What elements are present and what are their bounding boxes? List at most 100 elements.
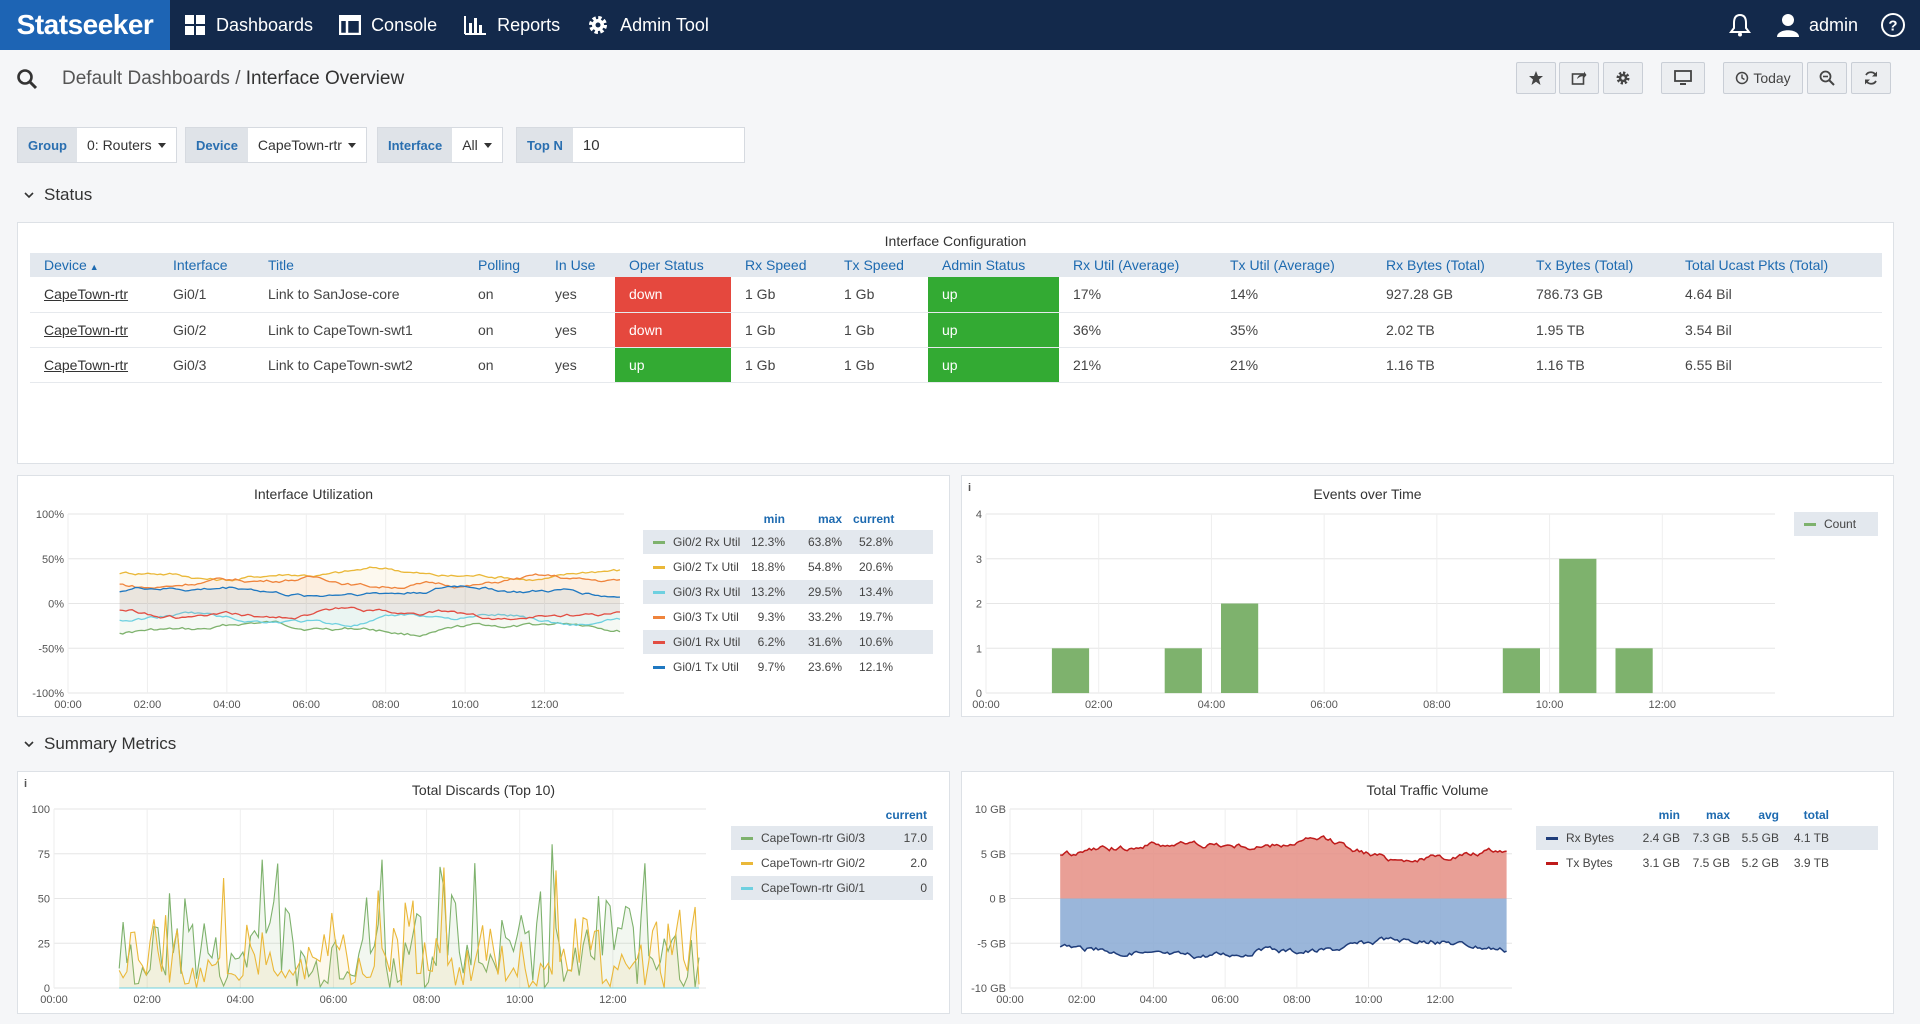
series-area-gi0-1-rx-util — [119, 603, 620, 620]
bar-count[interactable] — [1502, 648, 1540, 694]
cell-device[interactable]: CapeTown-rtr — [30, 277, 159, 313]
column-header-polling[interactable]: Polling — [464, 253, 541, 277]
group-filter-label: Group — [18, 128, 77, 162]
help-icon[interactable]: ? — [1880, 12, 1906, 38]
nav-dashboards[interactable]: Dashboards — [184, 14, 313, 36]
legend-item-capetown-rtr-gi0-3[interactable]: CapeTown-rtr Gi0/3 17.0 — [731, 826, 933, 850]
legend-item-gi0-1-rx-util[interactable]: Gi0/1 Rx Util 6.2% 31.6% 10.6% — [643, 630, 933, 654]
events-legend-label: Count — [1824, 517, 1857, 531]
nav-console[interactable]: Console — [339, 15, 437, 36]
legend-header-max[interactable]: max — [817, 512, 842, 526]
legend-item-gi0-2-rx-util[interactable]: Gi0/2 Rx Util 12.3% 63.8% 52.8% — [643, 530, 933, 554]
x-tick-label: 00:00 — [40, 994, 68, 1006]
series-line-capetown-rtr-gi0-3 — [118, 844, 700, 990]
group-value: 0: Routers — [87, 137, 152, 153]
bar-count[interactable] — [1615, 648, 1653, 694]
bar-count[interactable] — [1559, 558, 1597, 694]
legend-item-gi0-1-tx-util[interactable]: Gi0/1 Tx Util 9.7% 23.6% 12.1% — [643, 655, 933, 679]
column-header-interface[interactable]: Interface — [159, 253, 254, 277]
nav-dashboards-label: Dashboards — [216, 14, 314, 35]
column-header-tx-speed[interactable]: Tx Speed — [830, 253, 928, 277]
cell-rx-util-average: 36% — [1059, 312, 1216, 348]
column-header-rx-bytes-total[interactable]: Rx Bytes (Total) — [1372, 253, 1522, 277]
column-header-rx-util-average[interactable]: Rx Util (Average) — [1059, 253, 1216, 277]
status-section-header[interactable]: Status — [24, 185, 92, 205]
events-over-time-chart[interactable]: 4 3 2 1 000:00 02:00 04:00 06:00 08:00 10:00 12:00 — [962, 496, 1792, 716]
column-header-tx-util-average[interactable]: Tx Util (Average) — [1216, 253, 1372, 277]
interface-configuration-title: Interface Configuration — [884, 233, 1027, 249]
column-header-label: Polling — [478, 257, 521, 273]
info-icon[interactable]: i — [968, 482, 972, 494]
column-header-total-ucast-pkts-total[interactable]: Total Ucast Pkts (Total) — [1671, 253, 1882, 277]
column-header-title[interactable]: Title — [254, 253, 464, 277]
legend-total: 4.1 TB — [1793, 831, 1829, 845]
total-traffic-volume-title: Total Traffic Volume — [1366, 782, 1489, 798]
column-header-tx-bytes-total[interactable]: Tx Bytes (Total) — [1522, 253, 1671, 277]
bell-icon[interactable] — [1728, 13, 1751, 37]
bar-count[interactable] — [1051, 648, 1090, 694]
interface-select[interactable]: All — [452, 128, 502, 162]
x-tick-label: 10:00 — [1536, 699, 1564, 711]
x-tick-label: 12:00 — [531, 699, 559, 711]
legend-header-avg[interactable]: avg — [1758, 808, 1779, 822]
nav-reports[interactable]: Reports — [463, 15, 560, 36]
interface-configuration-panel: Interface Configuration Device ▲ Interface… — [17, 222, 1894, 464]
legend-min: 2.4 GB — [1642, 831, 1680, 845]
interface-filter[interactable]: Interface All — [377, 127, 503, 163]
share-button[interactable] — [1559, 62, 1599, 94]
group-select[interactable]: 0: Routers — [77, 128, 176, 162]
y-tick-label: 2 — [976, 599, 982, 611]
time-range-button[interactable]: Today — [1723, 62, 1803, 94]
legend-header-current[interactable]: current — [885, 808, 927, 822]
user-menu[interactable]: admin — [1776, 13, 1858, 37]
nav-admin-tool[interactable]: Admin Tool — [586, 13, 709, 37]
legend-item-gi0-3-tx-util[interactable]: Gi0/3 Tx Util 9.3% 33.2% 19.7% — [643, 605, 933, 629]
legend-header-min[interactable]: min — [1658, 808, 1680, 822]
favorite-button[interactable] — [1516, 62, 1556, 94]
tv-mode-button[interactable] — [1661, 62, 1705, 94]
topn-input[interactable]: 10 — [582, 136, 600, 154]
column-header-oper-status[interactable]: Oper Status — [615, 253, 731, 277]
legend-header-total[interactable]: total — [1803, 808, 1829, 822]
column-header-admin-status[interactable]: Admin Status — [928, 253, 1059, 277]
group-filter[interactable]: Group 0: Routers — [17, 127, 177, 163]
user-icon — [1776, 14, 1799, 37]
legend-item-rx-bytes[interactable]: Rx Bytes 2.4 GB 7.3 GB 5.5 GB 4.1 TB — [1536, 826, 1878, 850]
legend-item-capetown-rtr-gi0-1[interactable]: CapeTown-rtr Gi0/1 0 — [731, 876, 933, 900]
device-value: CapeTown-rtr — [257, 137, 342, 153]
cell-device[interactable]: CapeTown-rtr — [30, 347, 159, 383]
legend-header-max[interactable]: max — [1705, 808, 1730, 822]
y-tick-label: 0% — [48, 599, 64, 611]
legend-header-current[interactable]: current — [853, 512, 895, 526]
zoom-out-button[interactable] — [1807, 62, 1847, 94]
legend-header-min[interactable]: min — [763, 512, 785, 526]
bar-count[interactable] — [1221, 603, 1259, 694]
settings-button[interactable] — [1603, 62, 1643, 94]
statseeker-logo[interactable]: Statseeker — [0, 0, 170, 50]
legend-item-gi0-2-tx-util[interactable]: Gi0/2 Tx Util 18.8% 54.8% 20.6% — [643, 555, 933, 579]
column-header-rx-speed[interactable]: Rx Speed — [731, 253, 830, 277]
device-filter[interactable]: Device CapeTown-rtr — [185, 127, 367, 163]
refresh-icon — [1865, 71, 1877, 85]
legend-item-gi0-3-rx-util[interactable]: Gi0/3 Rx Util 13.2% 29.5% 13.4% — [643, 580, 933, 604]
y-tick-label: 75 — [38, 849, 50, 861]
column-header-in-use[interactable]: In Use — [541, 253, 615, 277]
cell-device[interactable]: CapeTown-rtr — [30, 312, 159, 348]
cell-tx-util-average: 35% — [1216, 312, 1372, 348]
bar-count[interactable] — [1164, 648, 1202, 694]
summary-section-header[interactable]: Summary Metrics — [24, 734, 176, 754]
total-discards-chart[interactable]: 100 75 50 25 000:00 02:00 04:00 06:00 08:00 10:00… — [18, 793, 718, 1015]
breadcrumb-parent[interactable]: Default Dashboards — [62, 68, 230, 89]
search-icon[interactable] — [16, 68, 38, 90]
series-area-gi0-2-rx-util — [119, 603, 620, 637]
info-icon[interactable]: i — [24, 778, 28, 790]
interface-utilization-chart[interactable]: 100% 50% 0% -50% -100%00:00 02:00 04:00 06:00 08… — [18, 496, 628, 716]
topn-filter[interactable]: Top N 10 — [516, 127, 745, 163]
legend-item-capetown-rtr-gi0-2[interactable]: CapeTown-rtr Gi0/2 2.0 — [731, 851, 933, 875]
device-select[interactable]: CapeTown-rtr — [248, 128, 366, 162]
column-header-device[interactable]: Device ▲ — [30, 253, 159, 277]
legend-item-tx-bytes[interactable]: Tx Bytes 3.1 GB 7.5 GB 5.2 GB 3.9 TB — [1536, 851, 1878, 875]
refresh-button[interactable] — [1851, 62, 1891, 94]
events-legend-item[interactable]: Count — [1794, 512, 1878, 536]
